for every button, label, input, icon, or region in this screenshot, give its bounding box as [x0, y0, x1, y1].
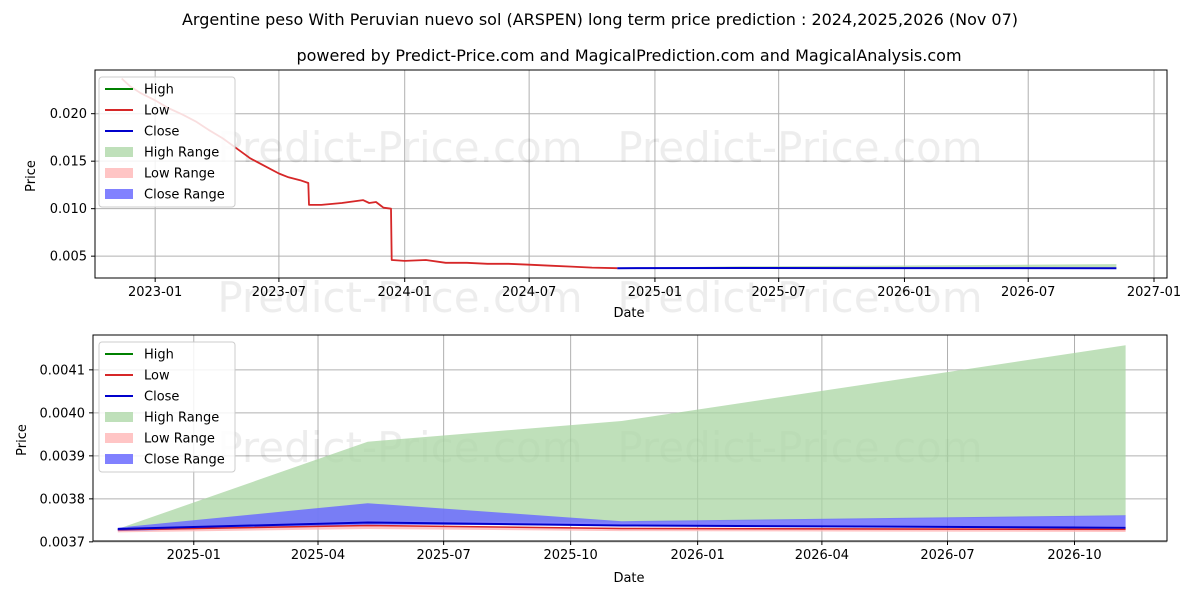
top-legend: High Low Close High Range Low Range Close Ran…	[98, 76, 236, 208]
legend-label: Low Range	[144, 432, 215, 447]
legend-swatch-high-range	[105, 412, 133, 422]
top-grid	[95, 70, 1167, 278]
legend-swatch-close-range	[105, 189, 133, 199]
top-x-tick-label: 2025-01	[628, 285, 682, 300]
legend-label: Close	[144, 390, 179, 405]
top-y-tick-label: 0.010	[50, 202, 87, 217]
legend-label: High	[144, 348, 174, 363]
bottom-y-tick-label: 0.0040	[40, 406, 86, 421]
legend-label: High Range	[144, 146, 219, 161]
bottom-x-tick-label: 2025-07	[416, 548, 470, 563]
top-x-tick-label: 2026-01	[877, 285, 931, 300]
top-x-tick-label: 2025-07	[752, 285, 806, 300]
legend-label: High Range	[144, 411, 219, 426]
top-plot-frame	[94, 69, 1168, 279]
top-y-tick-label: 0.015	[50, 155, 87, 170]
top-y-tick-label: 0.005	[50, 250, 87, 265]
bottom-legend: High Low Close High Range Low Range Close Ran…	[98, 341, 236, 473]
top-x-tick-label: 2027-01	[1127, 285, 1181, 300]
bottom-x-tick-label: 2026-01	[670, 548, 724, 563]
legend-swatch-close-range	[105, 454, 133, 464]
top-y-axis-label: Price	[24, 160, 39, 192]
bottom-x-tick-label: 2025-01	[167, 548, 221, 563]
watermark: Predict-Price.com	[617, 123, 982, 172]
top-watermarks: Predict-Price.com Predict-Price.com Pred…	[217, 123, 982, 322]
bottom-x-tick-label: 2026-07	[920, 548, 974, 563]
bottom-high-range-band	[117, 345, 1126, 529]
top-panel: Predict-Price.com Predict-Price.com Pred…	[24, 69, 1181, 322]
bottom-y-ticks: 0.0037 0.0038 0.0039 0.0040 0.0041	[40, 363, 93, 550]
bottom-y-tick-label: 0.0039	[40, 449, 86, 464]
watermark: Predict-Price.com	[617, 273, 982, 322]
bottom-x-tick-label: 2026-10	[1047, 548, 1101, 563]
bottom-panel: Predict-Price.com Predict-Price.com 2025…	[15, 334, 1168, 586]
bottom-close-range-band	[117, 503, 1126, 532]
legend-label: Low	[144, 369, 170, 384]
bottom-x-ticks: 2025-01 2025-04 2025-07 2025-10 2026-01 2026-…	[167, 541, 1102, 563]
watermark: Predict-Price.com	[217, 273, 582, 322]
bottom-y-tick-label: 0.0038	[40, 492, 86, 507]
watermark: Predict-Price.com	[217, 123, 582, 172]
top-x-tick-label: 2024-01	[378, 285, 432, 300]
legend-label: Close Range	[144, 453, 225, 468]
legend-label: Low Range	[144, 167, 215, 182]
bottom-x-tick-label: 2025-10	[543, 548, 597, 563]
bottom-y-tick-label: 0.0037	[40, 535, 86, 550]
top-y-ticks: 0.005 0.010 0.015 0.020	[50, 107, 95, 265]
bottom-y-axis-label: Price	[15, 424, 30, 456]
legend-label: Low	[144, 104, 170, 119]
bottom-x-tick-label: 2026-04	[795, 548, 849, 563]
bottom-x-tick-label: 2025-04	[291, 548, 345, 563]
legend-swatch-high-range	[105, 147, 133, 157]
top-x-tick-label: 2023-01	[128, 285, 182, 300]
top-series	[121, 77, 1117, 270]
top-x-tick-label: 2023-07	[252, 285, 306, 300]
bottom-series	[117, 345, 1126, 533]
top-x-tick-label: 2026-07	[1001, 285, 1055, 300]
legend-swatch-low-range	[105, 168, 133, 178]
bottom-close-line	[117, 521, 1126, 530]
legend-label: High	[144, 83, 174, 98]
top-y-tick-label: 0.020	[50, 107, 87, 122]
chart-title: Argentine peso With Peruvian nuevo sol (…	[182, 10, 1018, 29]
legend-swatch-low-range	[105, 433, 133, 443]
chart-subtitle: powered by Predict-Price.com and Magical…	[296, 46, 961, 65]
bottom-y-tick-label: 0.0041	[40, 363, 86, 378]
legend-label: Close Range	[144, 188, 225, 203]
top-x-tick-label: 2024-07	[502, 285, 556, 300]
legend-label: Close	[144, 125, 179, 140]
bottom-low-line	[117, 524, 1126, 531]
top-x-axis-label: Date	[613, 306, 644, 321]
top-x-ticks: 2023-01 2023-07 2024-01 2024-07 2025-01 2025-…	[128, 278, 1181, 300]
bottom-plot-frame	[92, 334, 1168, 542]
bottom-x-axis-label: Date	[613, 571, 644, 586]
